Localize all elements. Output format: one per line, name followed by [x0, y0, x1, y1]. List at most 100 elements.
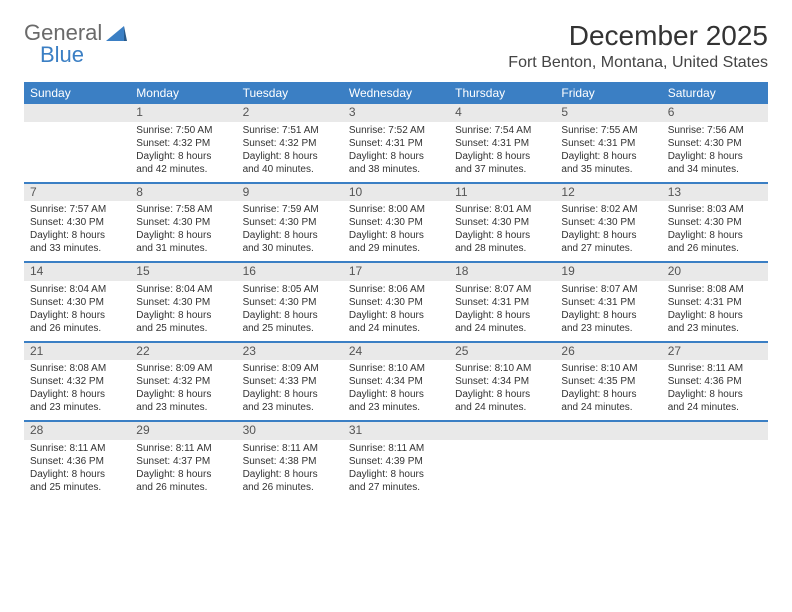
calendar-cell: 18Sunrise: 8:07 AMSunset: 4:31 PMDayligh… — [449, 262, 555, 342]
daylight-line: and 26 minutes. — [243, 481, 337, 494]
sunset-line: Sunset: 4:32 PM — [136, 137, 230, 150]
sunset-line: Sunset: 4:32 PM — [243, 137, 337, 150]
sunrise-line: Sunrise: 8:11 AM — [668, 362, 762, 375]
day-number: 16 — [237, 263, 343, 281]
daylight-line: and 30 minutes. — [243, 242, 337, 255]
weekday-header: Tuesday — [237, 82, 343, 104]
daylight-line: and 28 minutes. — [455, 242, 549, 255]
day-details: Sunrise: 8:07 AMSunset: 4:31 PMDaylight:… — [561, 283, 655, 335]
day-details: Sunrise: 7:52 AMSunset: 4:31 PMDaylight:… — [349, 124, 443, 176]
day-number: 6 — [662, 104, 768, 122]
day-details: Sunrise: 8:11 AMSunset: 4:36 PMDaylight:… — [668, 362, 762, 414]
empty-day — [449, 422, 555, 440]
sunrise-line: Sunrise: 8:09 AM — [243, 362, 337, 375]
day-number: 20 — [662, 263, 768, 281]
daylight-line: and 24 minutes. — [455, 401, 549, 414]
calendar-cell: 14Sunrise: 8:04 AMSunset: 4:30 PMDayligh… — [24, 262, 130, 342]
daylight-line: and 40 minutes. — [243, 163, 337, 176]
calendar-cell: 24Sunrise: 8:10 AMSunset: 4:34 PMDayligh… — [343, 342, 449, 422]
day-details: Sunrise: 7:54 AMSunset: 4:31 PMDaylight:… — [455, 124, 549, 176]
daylight-line: Daylight: 8 hours — [349, 150, 443, 163]
day-number: 24 — [343, 343, 449, 361]
sunrise-line: Sunrise: 8:05 AM — [243, 283, 337, 296]
page: General Blue December 2025 Fort Benton, … — [0, 0, 792, 520]
daylight-line: Daylight: 8 hours — [30, 388, 124, 401]
sunset-line: Sunset: 4:30 PM — [349, 296, 443, 309]
sunrise-line: Sunrise: 8:00 AM — [349, 203, 443, 216]
calendar-week-row: 21Sunrise: 8:08 AMSunset: 4:32 PMDayligh… — [24, 342, 768, 422]
calendar-cell: 23Sunrise: 8:09 AMSunset: 4:33 PMDayligh… — [237, 342, 343, 422]
sunset-line: Sunset: 4:31 PM — [561, 137, 655, 150]
daylight-line: and 25 minutes. — [30, 481, 124, 494]
sunset-line: Sunset: 4:34 PM — [455, 375, 549, 388]
sunrise-line: Sunrise: 8:02 AM — [561, 203, 655, 216]
daylight-line: Daylight: 8 hours — [243, 150, 337, 163]
sunset-line: Sunset: 4:30 PM — [561, 216, 655, 229]
sunset-line: Sunset: 4:35 PM — [561, 375, 655, 388]
day-number: 19 — [555, 263, 661, 281]
sunset-line: Sunset: 4:30 PM — [136, 216, 230, 229]
calendar-cell: 6Sunrise: 7:56 AMSunset: 4:30 PMDaylight… — [662, 104, 768, 183]
location: Fort Benton, Montana, United States — [508, 54, 768, 72]
sunrise-line: Sunrise: 7:59 AM — [243, 203, 337, 216]
daylight-line: Daylight: 8 hours — [243, 468, 337, 481]
calendar-cell: 13Sunrise: 8:03 AMSunset: 4:30 PMDayligh… — [662, 183, 768, 263]
daylight-line: Daylight: 8 hours — [455, 229, 549, 242]
calendar-cell: 8Sunrise: 7:58 AMSunset: 4:30 PMDaylight… — [130, 183, 236, 263]
calendar-cell — [449, 421, 555, 500]
day-number: 22 — [130, 343, 236, 361]
sunset-line: Sunset: 4:30 PM — [455, 216, 549, 229]
daylight-line: Daylight: 8 hours — [30, 229, 124, 242]
sunrise-line: Sunrise: 8:09 AM — [136, 362, 230, 375]
day-number: 10 — [343, 184, 449, 202]
sunset-line: Sunset: 4:30 PM — [30, 296, 124, 309]
sunrise-line: Sunrise: 7:50 AM — [136, 124, 230, 137]
day-number: 26 — [555, 343, 661, 361]
sunset-line: Sunset: 4:33 PM — [243, 375, 337, 388]
calendar-cell: 15Sunrise: 8:04 AMSunset: 4:30 PMDayligh… — [130, 262, 236, 342]
daylight-line: and 26 minutes. — [668, 242, 762, 255]
daylight-line: Daylight: 8 hours — [561, 388, 655, 401]
empty-day — [662, 422, 768, 440]
day-number: 3 — [343, 104, 449, 122]
day-details: Sunrise: 7:59 AMSunset: 4:30 PMDaylight:… — [243, 203, 337, 255]
daylight-line: and 37 minutes. — [455, 163, 549, 176]
daylight-line: and 34 minutes. — [668, 163, 762, 176]
day-details: Sunrise: 7:55 AMSunset: 4:31 PMDaylight:… — [561, 124, 655, 176]
day-number: 21 — [24, 343, 130, 361]
sunrise-line: Sunrise: 7:54 AM — [455, 124, 549, 137]
calendar-cell: 22Sunrise: 8:09 AMSunset: 4:32 PMDayligh… — [130, 342, 236, 422]
sunrise-line: Sunrise: 8:11 AM — [243, 442, 337, 455]
day-details: Sunrise: 8:07 AMSunset: 4:31 PMDaylight:… — [455, 283, 549, 335]
sunset-line: Sunset: 4:30 PM — [136, 296, 230, 309]
sunrise-line: Sunrise: 7:56 AM — [668, 124, 762, 137]
sunrise-line: Sunrise: 8:07 AM — [455, 283, 549, 296]
weekday-header: Wednesday — [343, 82, 449, 104]
calendar-cell: 9Sunrise: 7:59 AMSunset: 4:30 PMDaylight… — [237, 183, 343, 263]
daylight-line: Daylight: 8 hours — [561, 229, 655, 242]
calendar-cell: 21Sunrise: 8:08 AMSunset: 4:32 PMDayligh… — [24, 342, 130, 422]
sunrise-line: Sunrise: 7:55 AM — [561, 124, 655, 137]
sunset-line: Sunset: 4:32 PM — [136, 375, 230, 388]
daylight-line: Daylight: 8 hours — [136, 229, 230, 242]
sunset-line: Sunset: 4:37 PM — [136, 455, 230, 468]
day-details: Sunrise: 8:02 AMSunset: 4:30 PMDaylight:… — [561, 203, 655, 255]
sunrise-line: Sunrise: 8:10 AM — [455, 362, 549, 375]
sunrise-line: Sunrise: 8:03 AM — [668, 203, 762, 216]
sunrise-line: Sunrise: 8:04 AM — [30, 283, 124, 296]
day-details: Sunrise: 7:50 AMSunset: 4:32 PMDaylight:… — [136, 124, 230, 176]
calendar-cell: 28Sunrise: 8:11 AMSunset: 4:36 PMDayligh… — [24, 421, 130, 500]
day-number: 28 — [24, 422, 130, 440]
calendar-cell: 30Sunrise: 8:11 AMSunset: 4:38 PMDayligh… — [237, 421, 343, 500]
day-number: 11 — [449, 184, 555, 202]
daylight-line: and 29 minutes. — [349, 242, 443, 255]
day-details: Sunrise: 7:57 AMSunset: 4:30 PMDaylight:… — [30, 203, 124, 255]
weekday-header: Sunday — [24, 82, 130, 104]
day-number: 9 — [237, 184, 343, 202]
calendar-cell: 1Sunrise: 7:50 AMSunset: 4:32 PMDaylight… — [130, 104, 236, 183]
daylight-line: and 24 minutes. — [668, 401, 762, 414]
logo: General Blue — [24, 20, 128, 46]
day-details: Sunrise: 7:51 AMSunset: 4:32 PMDaylight:… — [243, 124, 337, 176]
weekday-header: Monday — [130, 82, 236, 104]
calendar-cell — [555, 421, 661, 500]
